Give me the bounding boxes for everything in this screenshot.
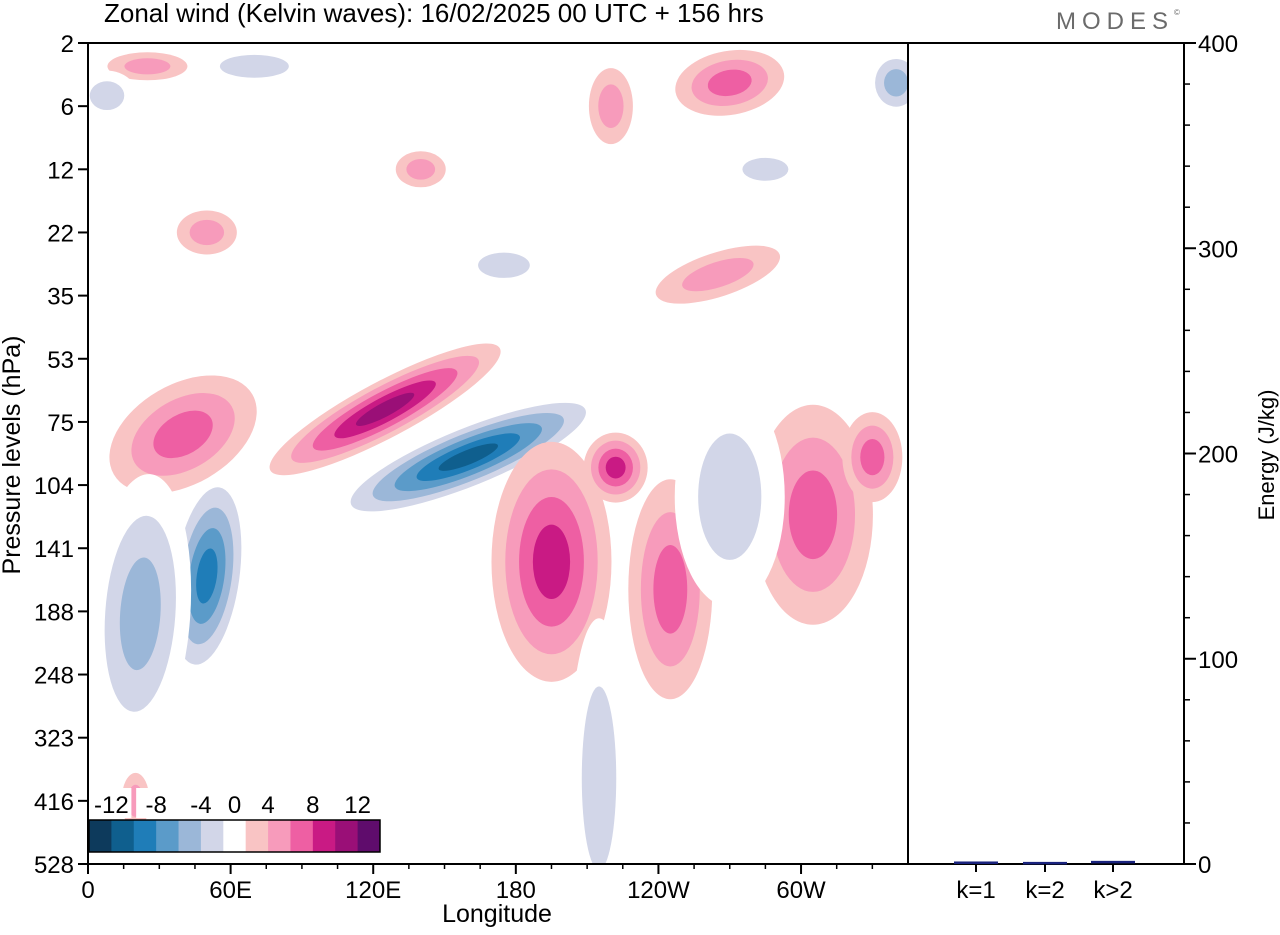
colorbar-label-bg [180,788,221,818]
energy-bar-chart: 0 100 200 300 400 k=1 k=2 k>2 [954,31,1238,904]
contour-band [153,410,213,459]
x-tick-label: 120E [345,877,401,904]
heatmap-field [88,46,908,864]
energy-category-label: k=2 [1025,877,1064,904]
colorbar-swatch [335,820,359,852]
energy-axis-label: Energy (J/kg) [1254,390,1279,521]
colorbar-swatch [156,820,180,852]
colorbar-label: -8 [145,792,166,819]
contour-band [742,157,789,181]
y-tick-label: 416 [34,789,74,816]
y-tick-label: 22 [47,220,74,247]
y-tick-label: 188 [34,599,74,626]
colorbar-label-bg [91,788,132,818]
pressure-axis: 2 6 12 22 35 53 75 104 141 188 248 323 416 528 [34,31,88,879]
colorbar-swatch [111,820,135,852]
contour-band [219,54,289,78]
colorbar-label-bg [136,788,177,818]
energy-tick-label: 0 [1198,852,1211,879]
contour-band [355,392,415,426]
energy-category-label: k=1 [956,877,995,904]
colorbar-swatch [223,820,247,852]
contour-band [196,548,218,604]
y-tick-label: 6 [61,94,74,121]
contour-band [860,439,885,476]
contour-band [698,433,762,560]
y-tick-label: 141 [34,536,74,563]
energy-tick-label: 200 [1198,442,1238,469]
x-tick-label: 60E [209,877,252,904]
y-tick-label: 53 [47,347,74,374]
contour-band [707,69,752,97]
contour-band [124,58,171,75]
contour-band [581,686,617,864]
contour-band [478,252,530,278]
colorbar-label: 12 [344,792,371,819]
colorbar-label-bg [214,788,255,818]
y-tick-label: 104 [34,473,74,500]
y-tick-label: 248 [34,663,74,690]
x-tick-label: 60W [776,877,826,904]
y-axis-label: Pressure levels (hPa) [0,336,26,575]
energy-bar [1091,860,1135,864]
energy-category-label: k>2 [1093,877,1132,904]
longitude-axis: 0 60E 120E 180 120W 60W [81,864,874,904]
energy-plot-frame [907,42,1185,865]
y-tick-label: 12 [47,157,74,184]
chart-title: Zonal wind (Kelvin waves): 16/02/2025 00… [104,0,764,28]
colorbar-swatch [357,820,381,852]
colorbar-frame [88,819,381,853]
colorbar-label: 4 [261,792,274,819]
energy-tick-label: 100 [1198,647,1238,674]
contour-band [532,524,571,600]
y-tick-label: 75 [47,410,74,437]
colorbar-swatch [268,820,291,852]
contour-band [406,158,436,180]
colorbar-swatch [178,820,202,852]
contour-band [438,443,498,471]
contour-band [189,219,225,246]
colorbar-swatch [133,820,157,852]
x-tick-label: 120W [627,877,690,904]
colorbar-swatch [89,820,112,852]
colorbar-swatch [290,820,314,852]
colorbar-swatch [312,820,336,852]
colorbar-label: -4 [190,792,211,819]
colorbar-label-bg [337,788,378,818]
colorbar-label-bg [292,788,333,818]
energy-bar [1023,861,1067,865]
y-tick-label: 323 [34,726,74,753]
y-tick-label: 2 [61,31,74,58]
y-tick-label: 35 [47,284,74,311]
contour-band [682,257,754,292]
colorbar-swatch [245,820,269,852]
x-tick-label: 0 [81,877,94,904]
contour-band [89,81,125,111]
energy-bar [954,861,998,864]
energy-tick-label: 400 [1198,31,1238,58]
contour-band [653,544,688,634]
modes-logo: MODES© [1056,8,1180,35]
colorbar-label: 8 [306,792,319,819]
contour-band [605,456,626,479]
y-tick-label: 528 [34,852,74,879]
energy-tick-label: 300 [1198,236,1238,263]
colorbar-swatch [200,820,224,852]
x-axis-label: Longitude [442,900,552,928]
contour-band [598,84,624,128]
contour-band [884,69,908,97]
colorbar-label: -12 [94,792,129,819]
contour-band [119,557,161,671]
contour-band [788,470,838,560]
colorbar-legend: -12 -8 -4 0 4 8 12 [88,788,381,853]
colorbar-label-bg [248,788,289,818]
colorbar-label: 0 [228,792,241,819]
x-tick-label: 180 [496,877,536,904]
